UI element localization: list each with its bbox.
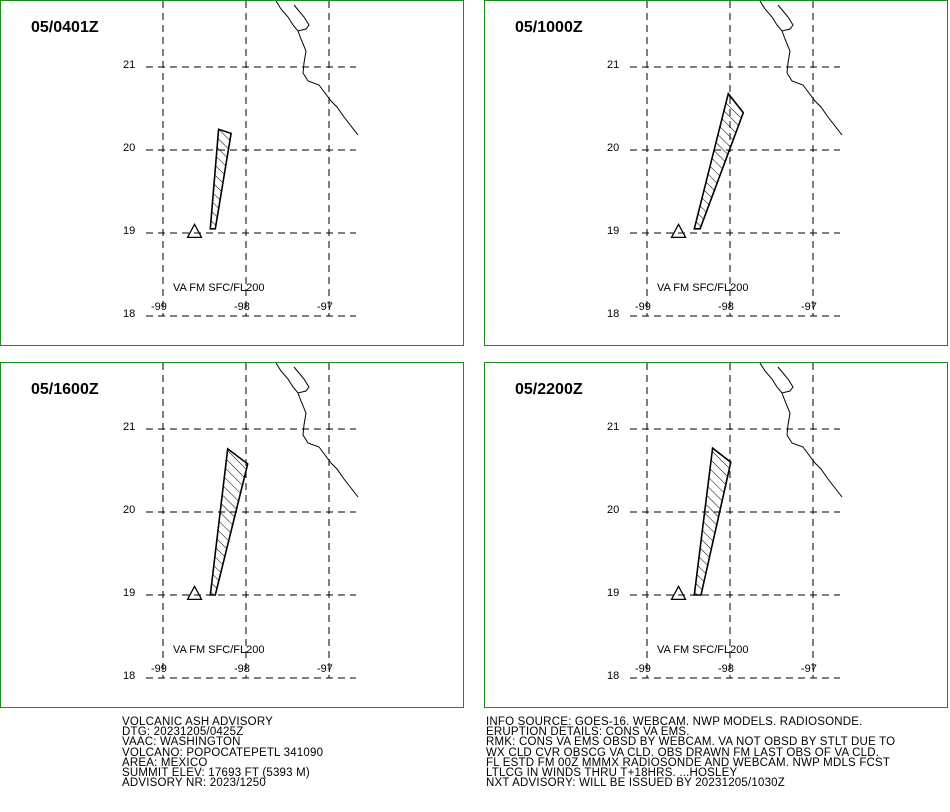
lon-tick-label: -99 [635, 301, 651, 313]
lat-tick-label: 20 [607, 504, 620, 516]
graticule [630, 1, 840, 317]
advisory-line: DTG: 20231205/0425Z [122, 726, 244, 739]
lat-tick-label: 21 [123, 59, 136, 71]
advisory-line: WX CLD CVR OBSCG VA CLD. OBS DRAWN FM LA… [486, 746, 880, 759]
lat-tick-label: 20 [123, 504, 136, 516]
map-canvas [146, 363, 359, 679]
volcano-icon [670, 222, 687, 238]
lat-tick-label: 20 [607, 142, 620, 154]
coastline [759, 363, 843, 498]
lon-tick-label: -98 [718, 301, 734, 313]
advisory-line: ERUPTION DETAILS: CONS VA EMS. [486, 726, 690, 739]
lon-tick-label: -97 [317, 663, 333, 675]
lat-tick-label: 18 [123, 308, 136, 320]
va-altitude-label: VA FM SFC/FL200 [657, 282, 749, 294]
lat-tick-label: 19 [123, 587, 136, 599]
lon-tick-label: -97 [801, 301, 817, 313]
advisory-text-right: INFO SOURCE: GOES-16. WEBCAM. NWP MODELS… [486, 716, 896, 790]
lat-tick-label: 18 [607, 670, 620, 682]
advisory-line: LTLCG IN WINDS THRU T+18HRS. ...HOSLEY [486, 766, 738, 779]
map-canvas [146, 1, 359, 317]
panel-time-label: 05/1000Z [515, 19, 583, 36]
va-altitude-label: VA FM SFC/FL200 [173, 644, 265, 656]
map-panel-1: 05/0401Z 21 20 19 18 -99 -98 -97 VA FM SFC/FL20… [0, 0, 464, 346]
advisory-line: SUMMIT ELEV: 17693 FT (5393 M) [122, 766, 310, 779]
lat-tick-label: 18 [123, 670, 136, 682]
advisory-line: INFO SOURCE: GOES-16. WEBCAM. NWP MODELS… [486, 716, 863, 728]
lon-tick-label: -98 [234, 301, 250, 313]
lat-tick-label: 21 [607, 421, 620, 433]
lat-tick-label: 19 [123, 225, 136, 237]
map-canvas [630, 1, 843, 317]
va-altitude-label: VA FM SFC/FL200 [657, 644, 749, 656]
panel-time-label: 05/0401Z [31, 19, 99, 36]
lat-tick-label: 20 [123, 142, 136, 154]
map-panel-3: 05/1600Z 21 20 19 18 -99 -98 -97 VA FM SFC/FL20… [0, 362, 464, 708]
lat-tick-label: 19 [607, 225, 620, 237]
graticule [630, 363, 840, 679]
graticule [146, 1, 356, 317]
coastline [759, 1, 843, 136]
lat-tick-label: 21 [607, 59, 620, 71]
lon-tick-label: -99 [635, 663, 651, 675]
map-panel-2: 05/1000Z 21 20 19 18 -99 -98 -97 VA FM SFC/FL20… [484, 0, 948, 346]
lat-tick-label: 18 [607, 308, 620, 320]
advisory-line: FL ESTD FM 00Z MMMX RADIOSONDE AND WEBCA… [486, 756, 891, 769]
advisory-line: RMK: CONS VA EMS OBSD BY WEBCAM. VA NOT … [486, 736, 896, 749]
lon-tick-label: -97 [317, 301, 333, 313]
advisory-line: ADVISORY NR: 2023/1250 [122, 777, 266, 790]
advisory-line: VAAC: WASHINGTON [122, 736, 241, 749]
panel-time-label: 05/2200Z [515, 381, 583, 398]
ash-cloud-polygon [209, 128, 233, 230]
panel-time-label: 05/1600Z [31, 381, 99, 398]
lon-tick-label: -98 [234, 663, 250, 675]
lat-tick-label: 21 [123, 421, 136, 433]
lat-tick-label: 19 [607, 587, 620, 599]
volcano-icon [186, 222, 203, 238]
lon-tick-label: -98 [718, 663, 734, 675]
advisory-line: NXT ADVISORY: WILL BE ISSUED BY 20231205… [486, 777, 785, 790]
ash-cloud-polygon [693, 91, 745, 230]
va-altitude-label: VA FM SFC/FL200 [173, 282, 265, 294]
lon-tick-label: -99 [151, 301, 167, 313]
lon-tick-label: -99 [151, 663, 167, 675]
advisory-line: AREA: MEXICO [122, 756, 208, 769]
advisory-line: VOLCANIC ASH ADVISORY [122, 716, 273, 728]
ash-cloud-polygon [209, 447, 249, 596]
volcano-icon [186, 584, 203, 600]
coastline [275, 1, 359, 136]
graticule [146, 363, 356, 679]
lon-tick-label: -97 [801, 663, 817, 675]
map-panel-4: 05/2200Z 21 20 19 18 -99 -98 -97 VA FM SFC/FL20… [484, 362, 948, 708]
advisory-text-left: VOLCANIC ASH ADVISORY DTG: 20231205/0425Z… [122, 716, 324, 790]
map-canvas [630, 363, 843, 679]
ash-cloud-polygon [693, 446, 732, 596]
coastline [275, 363, 359, 498]
volcano-icon [670, 584, 687, 600]
advisory-line: VOLCANO: POPOCATEPETL 341090 [122, 746, 324, 759]
